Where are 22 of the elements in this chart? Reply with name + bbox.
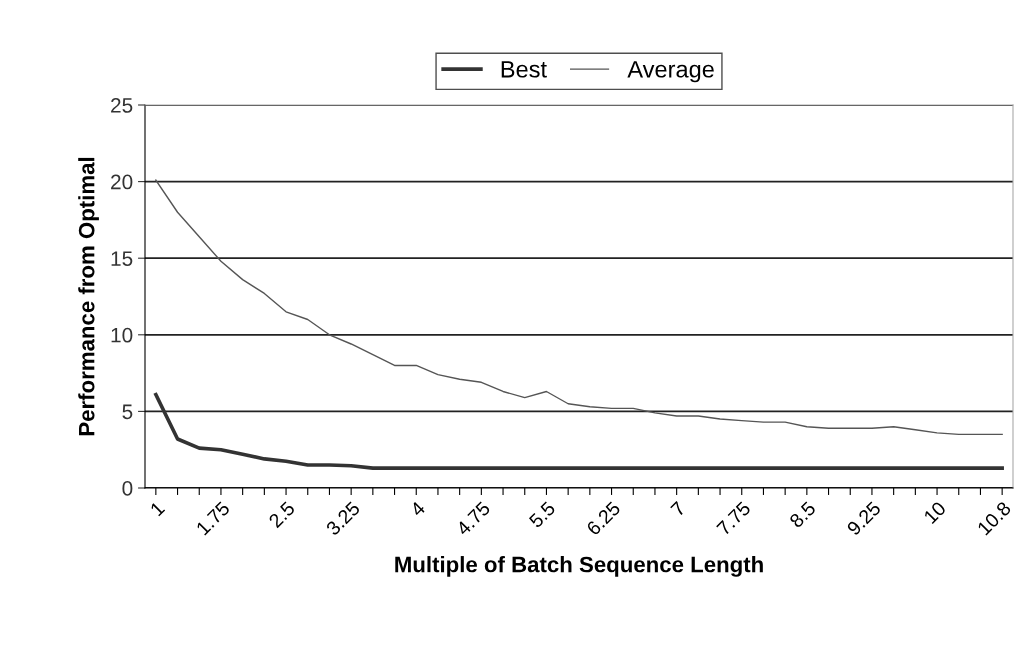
x-axis-title: Multiple of Batch Sequence Length — [395, 556, 763, 577]
line-series — [154, 392, 1004, 470]
y-tick-label: 10 — [111, 327, 133, 343]
y-axis-title: Performance from Optimal — [78, 157, 99, 436]
x-tick-label: 5.5 — [528, 500, 556, 529]
y-tick-label: 20 — [111, 174, 133, 190]
x-tick-label: 4.75 — [455, 500, 491, 537]
legend-label: Average — [627, 61, 714, 83]
x-tick-label: 7.75 — [716, 500, 752, 536]
line-series — [155, 179, 1003, 436]
x-tick-label: 10 — [923, 500, 947, 525]
y-tick-label: 25 — [111, 98, 133, 113]
x-tick-label: 8.5 — [788, 500, 817, 529]
legend-label: Best — [501, 61, 547, 78]
y-tick-label: 5 — [122, 404, 133, 420]
x-tick-label: 4 — [409, 500, 426, 518]
x-tick-label: 1 — [149, 500, 166, 517]
y-tick-label: 15 — [111, 251, 133, 266]
x-tick-label: 6.25 — [585, 500, 622, 536]
x-tick-label: 2.5 — [267, 500, 296, 529]
y-tick-label: 0 — [122, 481, 133, 496]
x-tick-label: 7 — [670, 501, 686, 517]
